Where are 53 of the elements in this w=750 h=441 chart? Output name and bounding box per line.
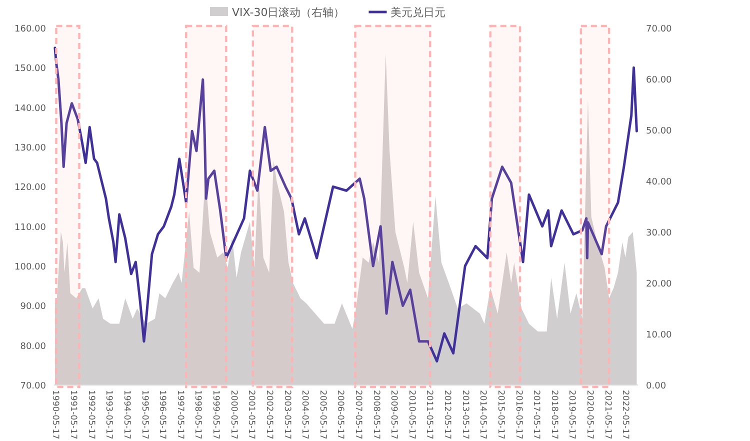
x-tick-label: 1999-05-17 xyxy=(210,390,221,440)
x-tick-label: 2013-05-17 xyxy=(460,390,470,440)
x-tick-label: 2007-05-17 xyxy=(352,390,363,440)
x-tick-label: 2019-05-17 xyxy=(566,390,577,440)
x-tick-label: 1998-05-17 xyxy=(192,390,203,440)
x-tick-label: 2021-05-17 xyxy=(602,390,612,440)
x-tick-label: 2002-05-17 xyxy=(264,390,274,440)
y2-tick-label: 60.00 xyxy=(646,76,672,86)
x-tick-label: 2016-05-17 xyxy=(513,390,524,440)
legend-label: 美元兑日元 xyxy=(390,6,446,19)
y2-tick-label: 40.00 xyxy=(646,178,672,188)
x-tick-label: 1993-05-17 xyxy=(104,390,114,440)
x-tick-label: 2014-05-17 xyxy=(478,390,488,440)
x-tick-label: 1996-05-17 xyxy=(157,390,168,440)
y2-tick-label: 30.00 xyxy=(646,228,672,238)
y-tick-label: 140.00 xyxy=(14,104,46,114)
x-tick-label: 2003-05-17 xyxy=(282,390,292,440)
y2-tick-label: 0.00 xyxy=(646,382,666,392)
legend-label: VIX-30日滚动（右轴） xyxy=(232,6,345,19)
x-tick-label: 2012-05-17 xyxy=(442,390,452,440)
x-tick-label: 1992-05-17 xyxy=(86,390,96,440)
y2-tick-label: 10.00 xyxy=(646,330,672,340)
x-tick-label: 2004-05-17 xyxy=(300,390,310,440)
y2-tick-label: 20.00 xyxy=(646,280,672,290)
x-tick-label: 2006-05-17 xyxy=(335,390,346,440)
x-tick-label: 1997-05-17 xyxy=(174,390,185,440)
y-tick-label: 150.00 xyxy=(14,64,46,74)
x-tick-label: 1990-05-17 xyxy=(50,390,60,440)
x-tick-label: 1991-05-17 xyxy=(68,390,78,440)
x-tick-label: 2009-05-17 xyxy=(388,390,399,440)
x-tick-label: 2011-05-17 xyxy=(424,390,434,440)
x-tick-label: 2008-05-17 xyxy=(370,390,381,440)
x-tick-label: 2005-05-17 xyxy=(317,390,328,440)
x-tick-label: 2017-05-17 xyxy=(531,390,542,440)
x-tick-label: 2001-05-17 xyxy=(246,390,256,440)
y-tick-label: 130.00 xyxy=(14,144,46,154)
y-tick-label: 110.00 xyxy=(14,222,46,233)
y-tick-label: 120.00 xyxy=(14,183,46,194)
x-tick-label: 1994-05-17 xyxy=(121,390,132,440)
y-tick-label: 70.00 xyxy=(20,382,46,392)
x-tick-label: 2022-05-17 xyxy=(620,390,630,440)
y-tick-label: 90.00 xyxy=(20,302,46,312)
x-tick-label: 2020-05-17 xyxy=(584,390,595,440)
x-tick-label: 2000-05-17 xyxy=(228,390,238,440)
x-tick-label: 1995-05-17 xyxy=(139,390,150,440)
x-tick-label: 2010-05-17 xyxy=(406,390,416,440)
y2-tick-label: 50.00 xyxy=(646,126,672,136)
y-tick-label: 160.00 xyxy=(14,24,46,34)
y2-tick-label: 70.00 xyxy=(646,24,672,34)
x-tick-label: 2018-05-17 xyxy=(548,390,559,440)
y-tick-label: 80.00 xyxy=(20,342,46,352)
y-tick-label: 100.00 xyxy=(14,262,46,272)
x-tick-label: 2015-05-17 xyxy=(495,390,506,440)
